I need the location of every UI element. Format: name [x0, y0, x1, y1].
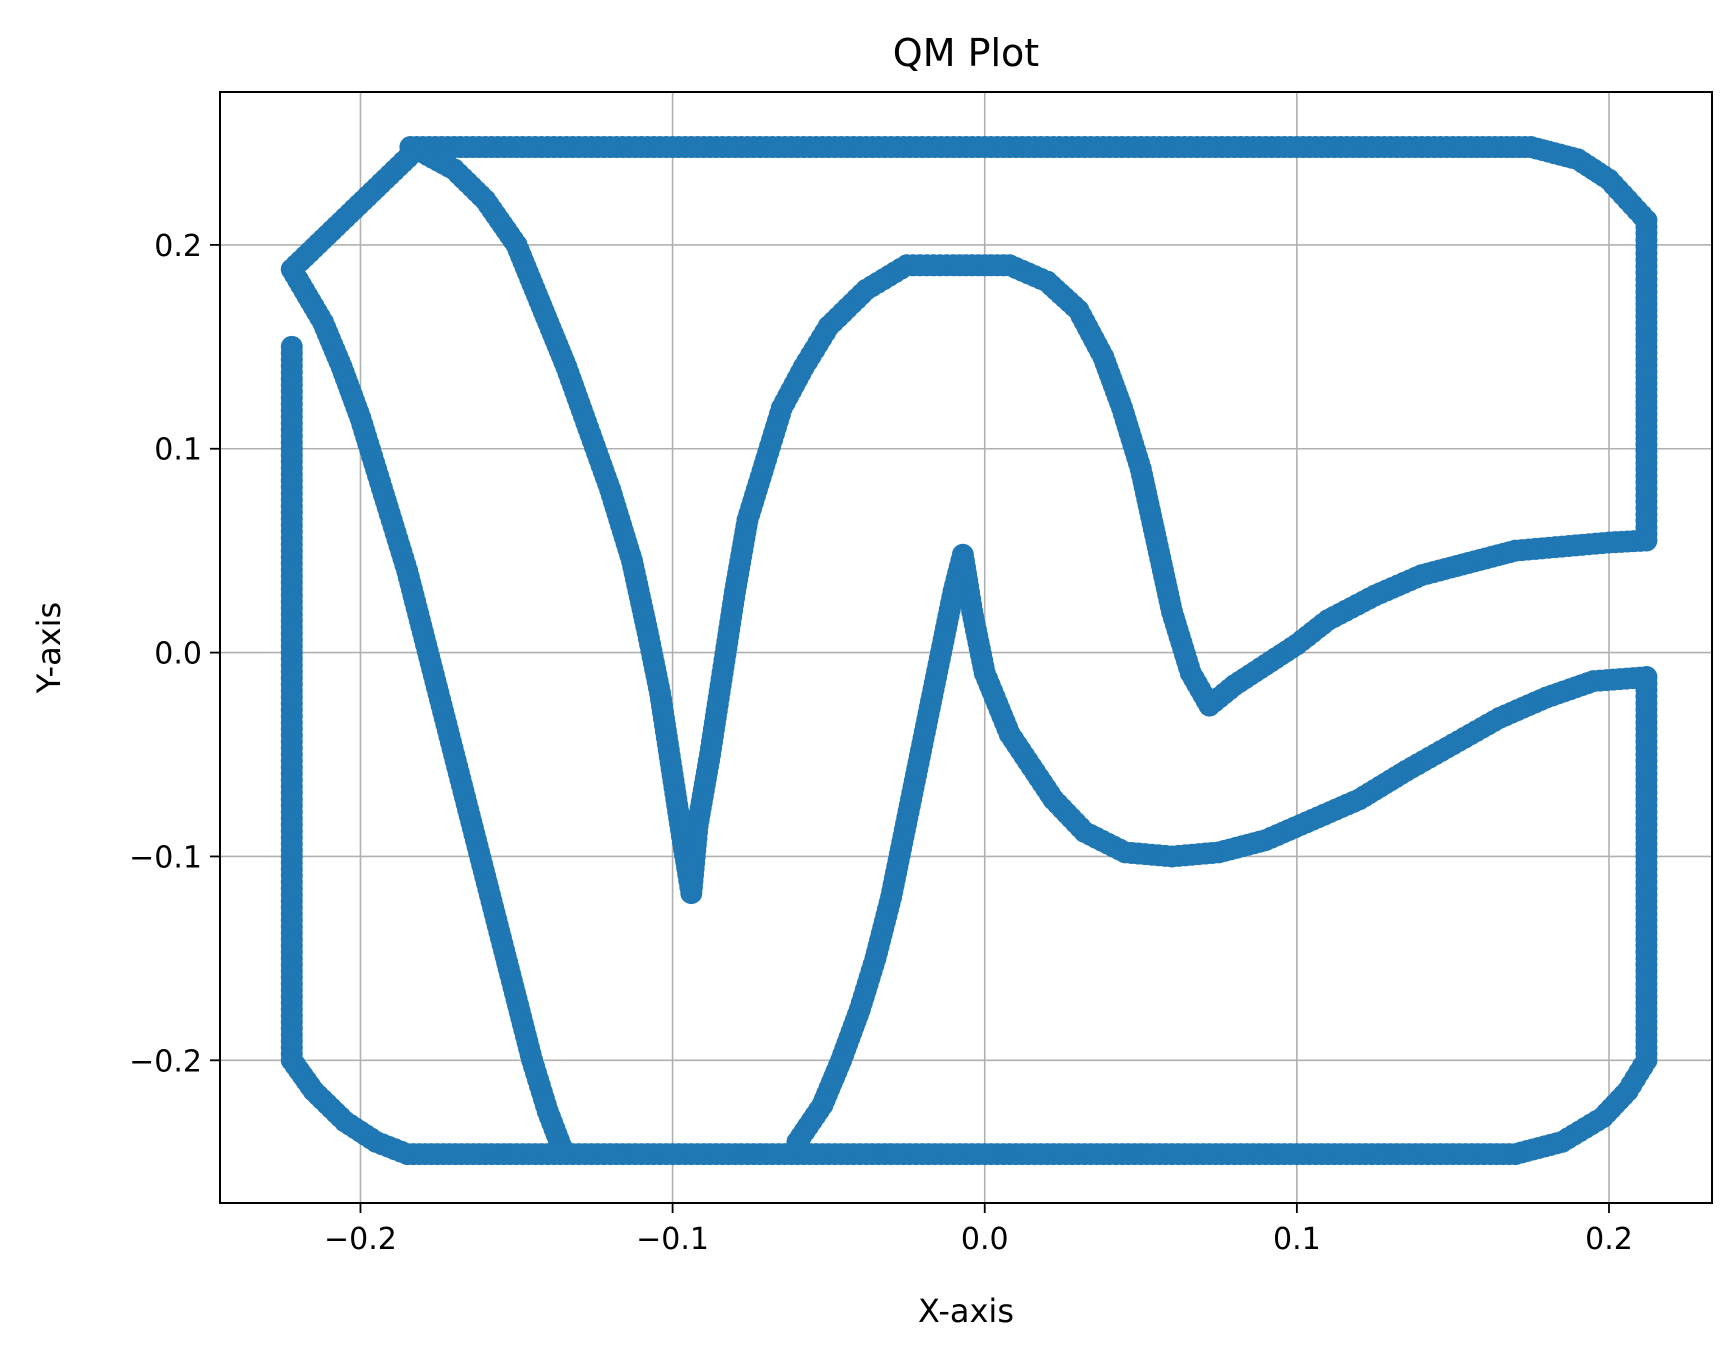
points-layer	[280, 136, 1658, 1166]
y-tick-label: 0.1	[154, 433, 202, 468]
x-tick-label: 0.1	[1273, 1222, 1321, 1257]
ticks-layer: −0.2 −0.1 0.0 0.1 0.2 −0.2 −0.1 0.0 0.1 0.2	[129, 229, 1633, 1257]
y-tick-label: 0.2	[154, 229, 202, 264]
chart-title: QM Plot	[893, 31, 1039, 75]
x-tick-label: 0.0	[961, 1222, 1009, 1257]
x-axis-label: X-axis	[918, 1292, 1014, 1330]
plot-frame	[219, 91, 1713, 1204]
data-point	[786, 1130, 809, 1153]
y-tick-label: 0.0	[154, 637, 202, 672]
y-axis-label: Y-axis	[30, 602, 68, 694]
y-tick-label: −0.2	[129, 1044, 202, 1079]
y-tick-label: −0.1	[129, 840, 202, 875]
x-tick-label: 0.2	[1585, 1222, 1633, 1257]
x-tick-label: −0.2	[324, 1222, 397, 1257]
x-tick-label: −0.1	[636, 1222, 709, 1257]
